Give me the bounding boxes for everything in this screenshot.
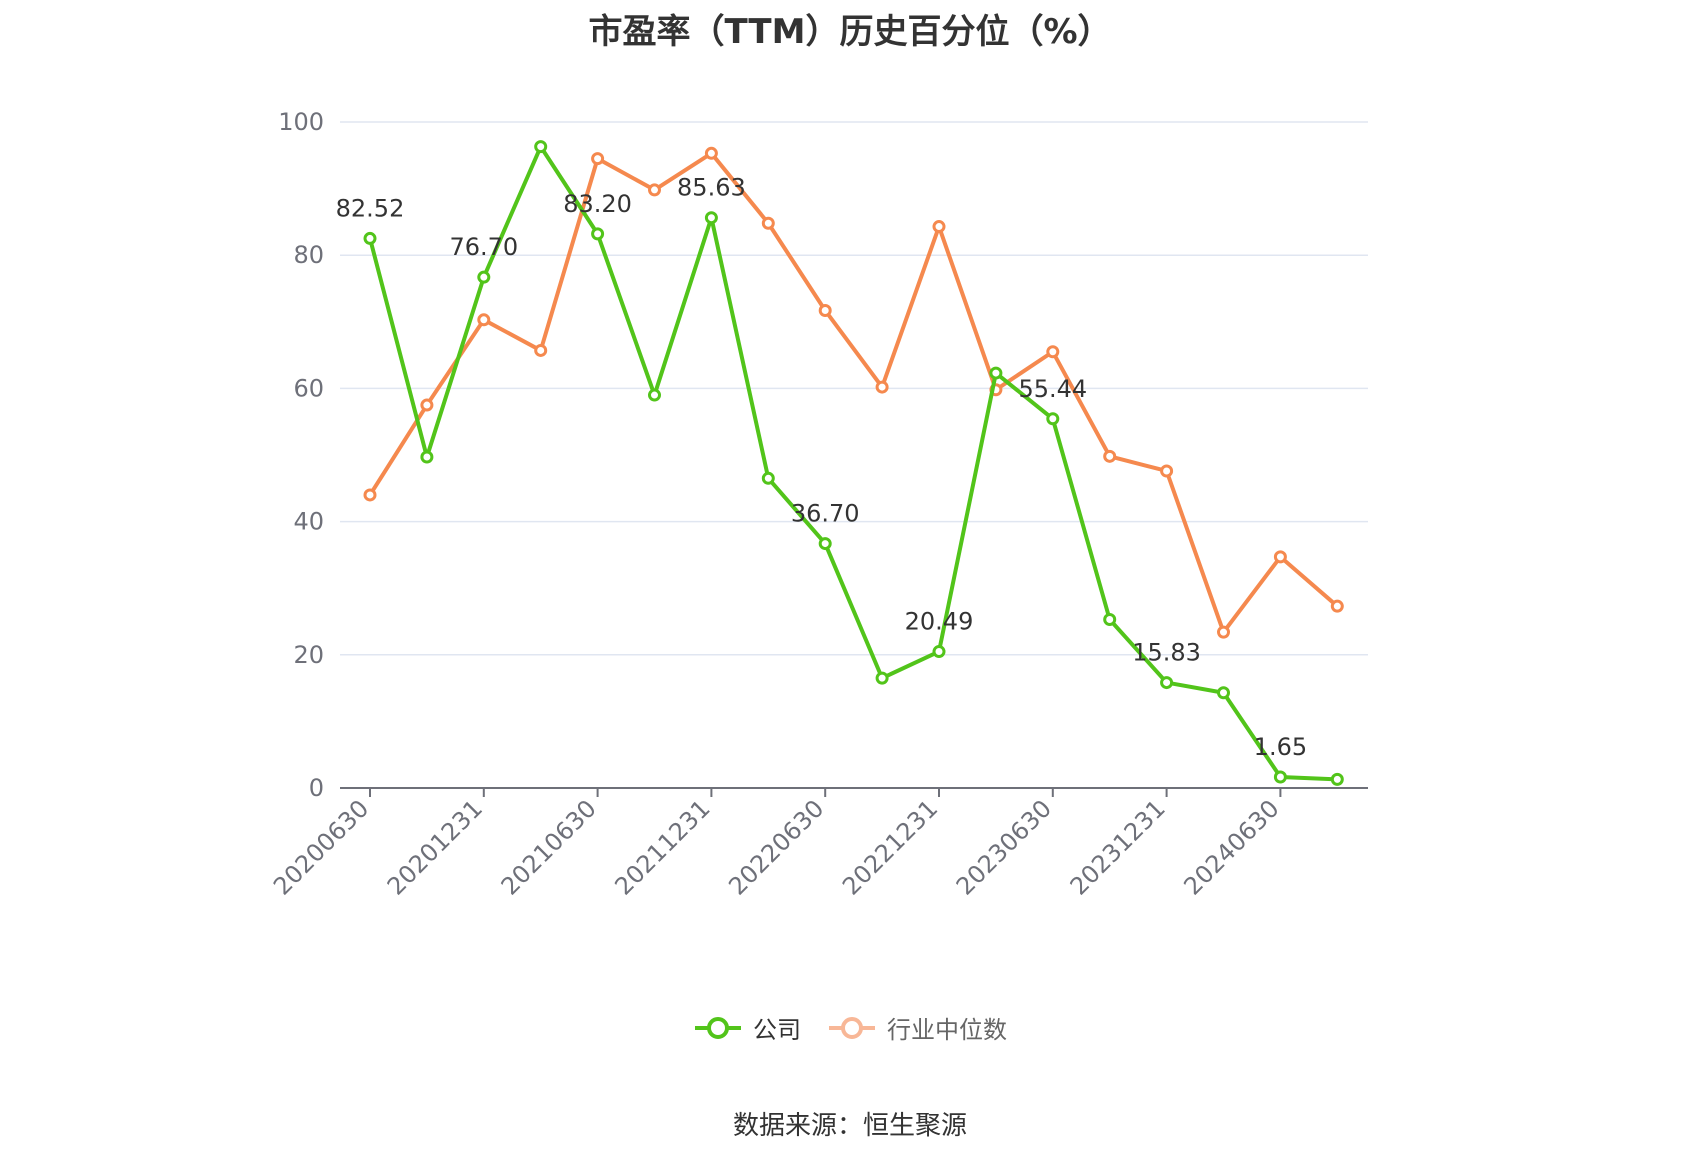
data-label: 82.52 bbox=[336, 194, 405, 222]
series-layer bbox=[363, 140, 1344, 786]
point-company bbox=[1217, 686, 1230, 700]
x-axis: 20200630 20201231 20210630 20211231 20220630… bbox=[268, 787, 1368, 901]
data-label: 1.65 bbox=[1254, 733, 1307, 761]
point-company bbox=[1046, 412, 1060, 426]
point-industry bbox=[875, 380, 889, 394]
x-tick-label: 20230630 bbox=[951, 794, 1057, 900]
x-tick-label: 20221231 bbox=[837, 794, 943, 900]
data-label: 83.20 bbox=[563, 190, 632, 218]
point-company bbox=[648, 388, 661, 402]
data-label: 85.63 bbox=[677, 174, 746, 202]
point-industry bbox=[420, 398, 434, 412]
data-label: 55.44 bbox=[1018, 375, 1087, 403]
series-line-industry bbox=[368, 151, 1339, 635]
x-tick-label: 20200630 bbox=[268, 794, 374, 900]
legend-label-company: 公司 bbox=[753, 1016, 801, 1044]
y-tick-label: 60 bbox=[293, 374, 324, 402]
point-industry bbox=[1160, 464, 1174, 478]
point-industry bbox=[761, 216, 775, 230]
point-company bbox=[1103, 613, 1117, 627]
x-tick-label: 20201231 bbox=[382, 794, 488, 900]
point-industry bbox=[1217, 625, 1230, 639]
chart-title: 市盈率（TTM）历史百分位（%） bbox=[588, 12, 1112, 52]
point-company bbox=[989, 366, 1003, 380]
data-label: 36.70 bbox=[791, 500, 860, 528]
point-company bbox=[1160, 676, 1174, 690]
y-axis: 0 20 40 60 80 100 bbox=[278, 108, 324, 802]
x-tick-label: 20240630 bbox=[1178, 794, 1284, 900]
legend-label-industry: 行业中位数 bbox=[887, 1016, 1007, 1044]
y-tick-label: 0 bbox=[309, 774, 324, 802]
data-label: 76.70 bbox=[449, 233, 518, 261]
y-tick-label: 40 bbox=[293, 508, 324, 536]
legend-line-circle-icon bbox=[829, 1016, 875, 1039]
x-tick-label: 20210630 bbox=[496, 794, 602, 900]
y-tick-label: 100 bbox=[278, 108, 324, 136]
x-tick-label: 20220630 bbox=[723, 794, 829, 900]
y-tick-label: 80 bbox=[293, 241, 324, 269]
point-industry bbox=[591, 152, 605, 166]
point-industry bbox=[1330, 599, 1344, 613]
data-source-note: 数据来源：恒生聚源 bbox=[732, 1111, 967, 1141]
point-industry bbox=[818, 303, 832, 317]
point-company bbox=[420, 450, 434, 464]
point-industry bbox=[477, 313, 491, 327]
point-company bbox=[477, 270, 491, 284]
data-label: 20.49 bbox=[905, 608, 974, 636]
point-industry bbox=[704, 146, 718, 160]
x-tick-label: 20231231 bbox=[1065, 794, 1171, 900]
data-label: 15.83 bbox=[1132, 639, 1201, 667]
point-company bbox=[1330, 772, 1344, 786]
legend: 公司 行业中位数 bbox=[0, 1010, 1700, 1045]
point-industry bbox=[534, 343, 548, 357]
point-company bbox=[932, 645, 946, 659]
point-industry bbox=[1103, 449, 1117, 463]
point-industry bbox=[932, 220, 946, 234]
series-line-company bbox=[368, 144, 1338, 782]
point-company bbox=[591, 227, 605, 241]
point-company bbox=[818, 537, 832, 551]
point-industry bbox=[363, 488, 377, 502]
point-company bbox=[363, 231, 377, 245]
data-labels: 82.52 76.70 83.20 85.63 36.70 20.49 55.44 15.83… bbox=[336, 174, 1307, 761]
legend-line-circle-icon bbox=[695, 1016, 741, 1039]
point-company bbox=[761, 471, 775, 485]
grid-lines bbox=[340, 121, 1368, 656]
point-company bbox=[1273, 770, 1287, 784]
point-company bbox=[704, 211, 718, 225]
y-tick-label: 20 bbox=[293, 641, 324, 669]
point-industry bbox=[1273, 550, 1287, 564]
x-tick-label: 20211231 bbox=[609, 794, 715, 900]
legend-item-company[interactable]: 公司 bbox=[693, 1010, 801, 1045]
point-industry bbox=[1046, 345, 1060, 359]
point-company bbox=[875, 671, 889, 685]
legend-item-industry[interactable]: 行业中位数 bbox=[827, 1010, 1007, 1045]
point-industry bbox=[648, 183, 661, 197]
point-company bbox=[534, 140, 548, 154]
